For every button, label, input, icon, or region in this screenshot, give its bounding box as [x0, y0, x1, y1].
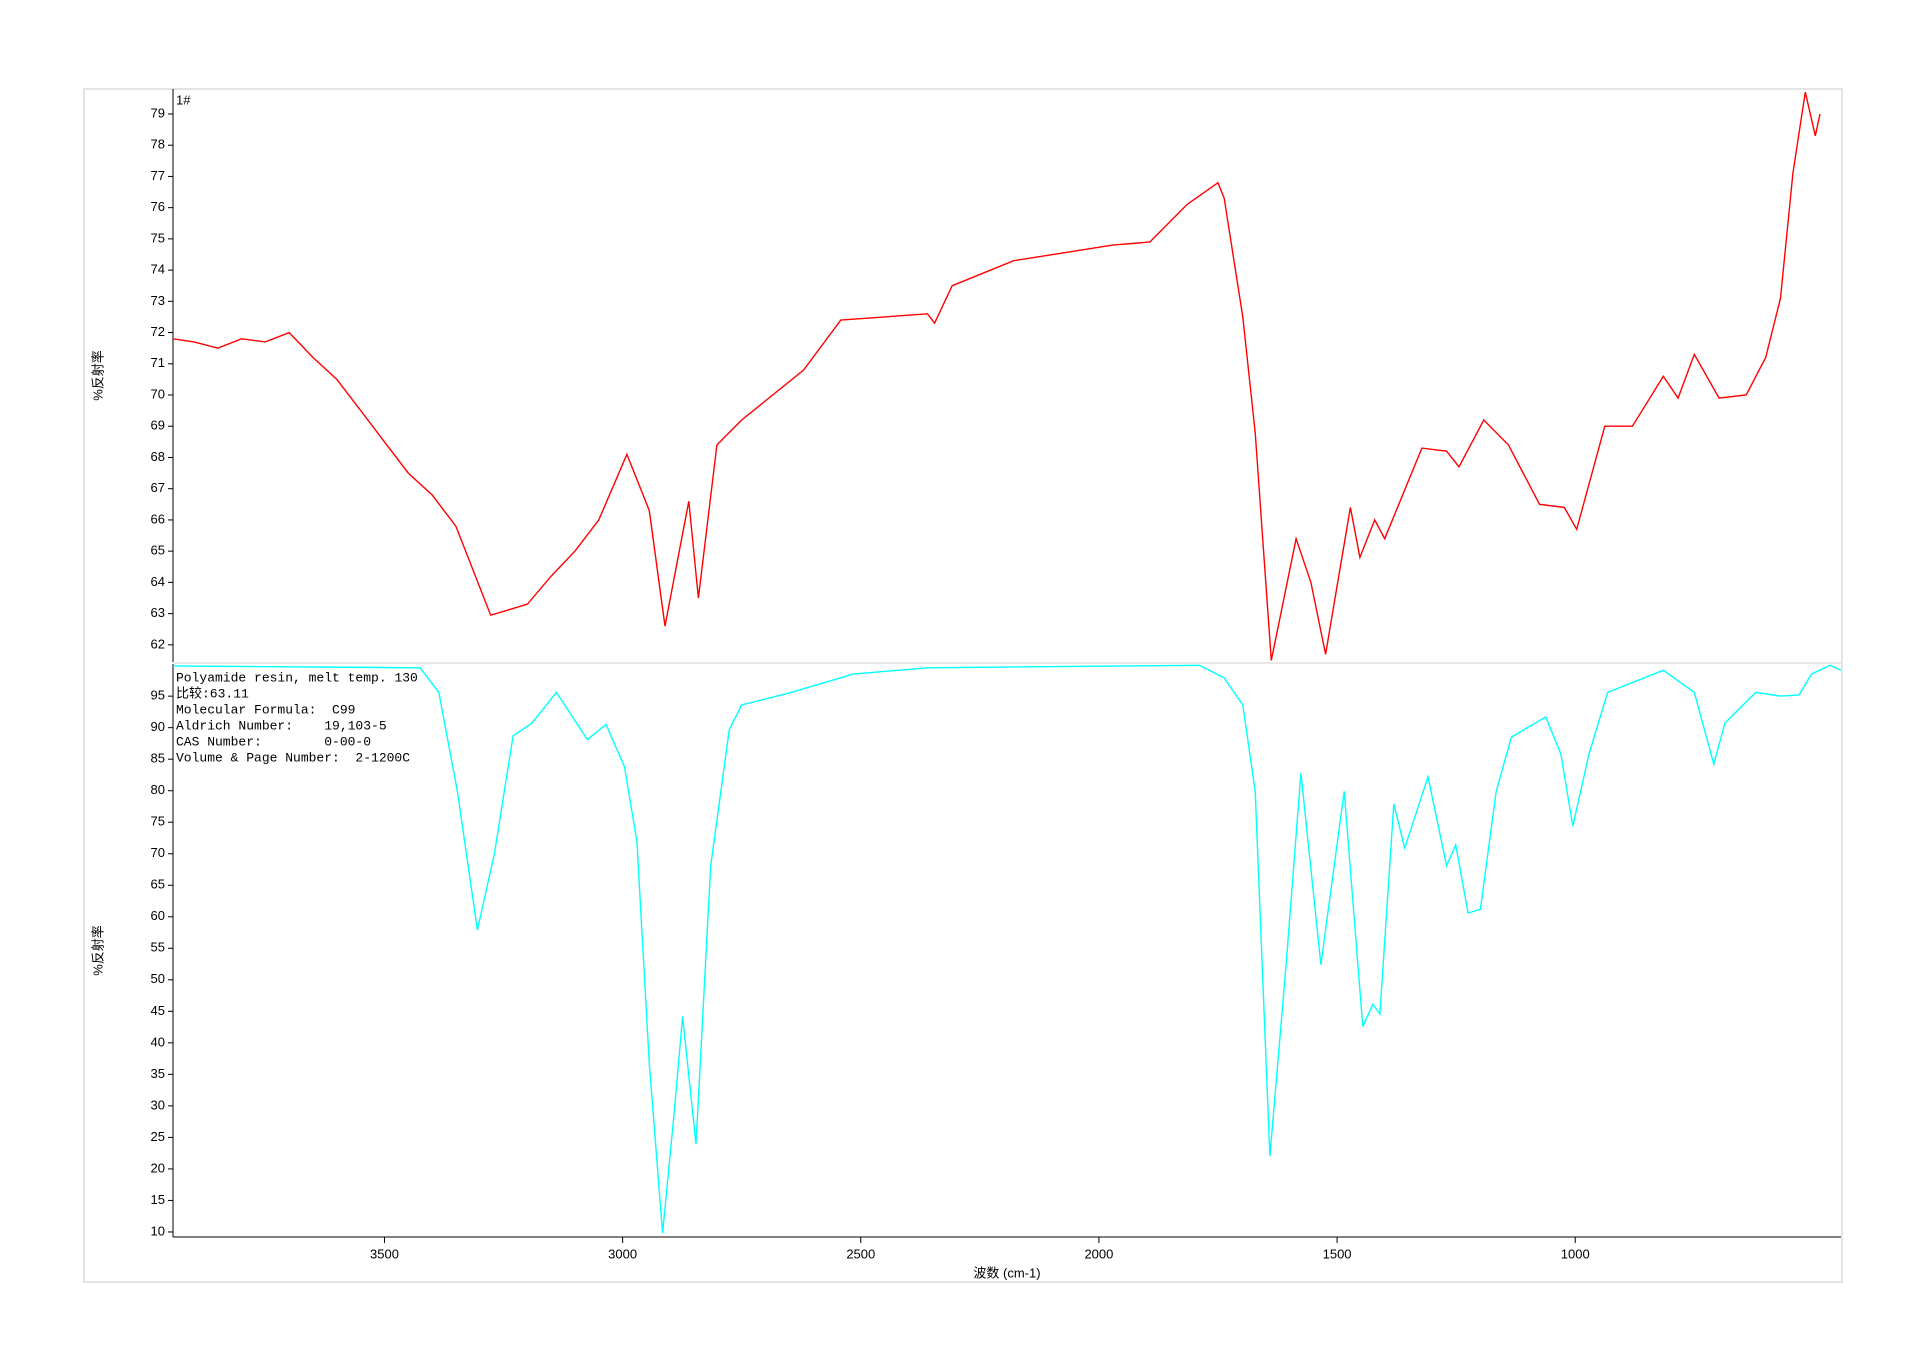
y-tick-label: 30 [151, 1097, 165, 1112]
y-tick-label: 40 [151, 1034, 165, 1049]
y-tick-label: 66 [151, 511, 165, 526]
y-tick-label: 73 [151, 293, 165, 308]
x-tick-label: 2000 [1084, 1246, 1113, 1261]
y-tick-label: 45 [151, 1003, 165, 1018]
y-tick-label: 77 [151, 168, 165, 183]
y-tick-label: 80 [151, 782, 165, 797]
x-tick-label: 1000 [1561, 1246, 1590, 1261]
y-tick-label: 65 [151, 877, 165, 892]
y-tick-label: 15 [151, 1192, 165, 1207]
y-tick-label: 75 [151, 230, 165, 245]
annotation: Molecular Formula: C99 [176, 702, 355, 717]
y-tick-label: 95 [151, 688, 165, 703]
y-tick-label: 63 [151, 605, 165, 620]
annotation: CAS Number: 0-00-0 [176, 734, 371, 749]
y-tick-label: 70 [151, 845, 165, 860]
x-axis-label: 波数 (cm-1) [973, 1265, 1040, 1280]
y-tick-label: 60 [151, 908, 165, 923]
annotation: 比较:63.11 [176, 686, 249, 701]
panel-label: 1# [176, 92, 191, 107]
x-tick-label: 1500 [1323, 1246, 1352, 1261]
y-tick-label: 85 [151, 751, 165, 766]
annotation: Volume & Page Number: 2-1200C [176, 750, 410, 765]
y-axis-label: %反射率 [90, 925, 105, 976]
y-tick-label: 70 [151, 386, 165, 401]
y-tick-label: 74 [151, 262, 165, 277]
annotation: Aldrich Number: 19,103-5 [176, 718, 387, 733]
y-tick-label: 76 [151, 199, 165, 214]
y-tick-label: 65 [151, 543, 165, 558]
y-tick-label: 72 [151, 324, 165, 339]
y-tick-label: 79 [151, 105, 165, 120]
y-tick-label: 62 [151, 636, 165, 651]
x-tick-label: 3000 [608, 1246, 637, 1261]
y-tick-label: 78 [151, 137, 165, 152]
frame [83, 88, 1843, 1283]
y-tick-label: 25 [151, 1129, 165, 1144]
y-tick-label: 10 [151, 1223, 165, 1238]
x-tick-label: 2500 [846, 1246, 875, 1261]
y-tick-label: 69 [151, 418, 165, 433]
y-tick-label: 68 [151, 449, 165, 464]
spectrum-line [172, 91, 1821, 661]
y-tick-label: 20 [151, 1160, 165, 1175]
y-tick-label: 71 [151, 355, 165, 370]
y-tick-label: 50 [151, 971, 165, 986]
y-axis-label: %反射率 [90, 350, 105, 401]
y-tick-label: 90 [151, 719, 165, 734]
spectrum-line [172, 664, 1842, 1234]
y-tick-label: 55 [151, 940, 165, 955]
annotation: Polyamide resin, melt temp. 130 [176, 670, 418, 685]
y-tick-label: 64 [151, 574, 165, 589]
y-tick-label: 35 [151, 1066, 165, 1081]
x-tick-label: 3500 [370, 1246, 399, 1261]
y-tick-label: 67 [151, 480, 165, 495]
y-tick-label: 75 [151, 814, 165, 829]
